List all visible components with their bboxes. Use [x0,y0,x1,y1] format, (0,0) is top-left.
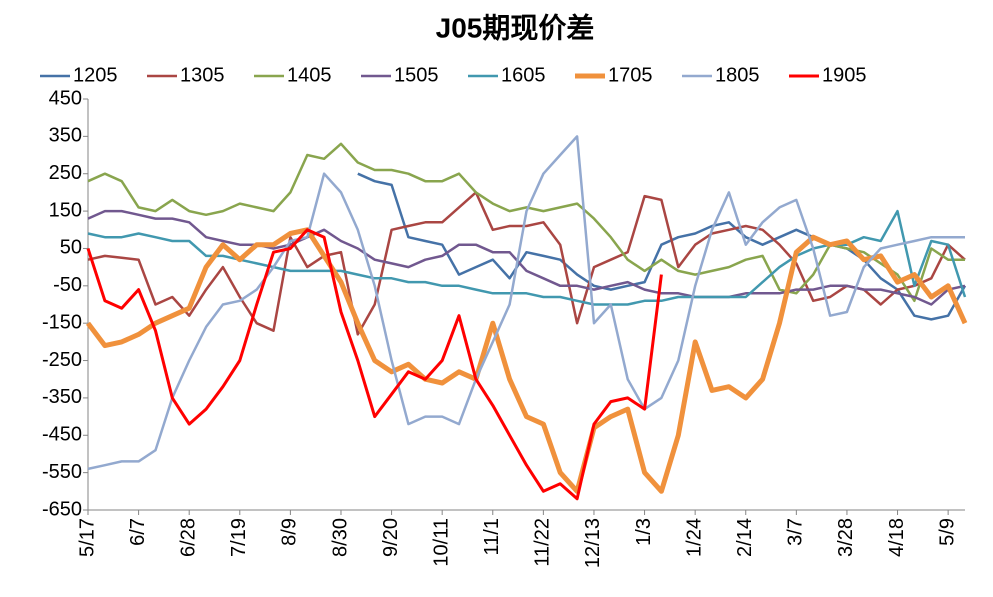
y-tick-label: -550 [42,461,82,483]
legend-label: 1405 [287,64,332,86]
x-tick-label: 1/24 [683,518,705,557]
x-tick-label: 12/13 [582,518,604,568]
series-line [87,142,965,303]
series-line [87,191,966,336]
legend-label: 1805 [715,64,760,86]
y-tick-label: -650 [42,498,82,520]
legend-label: 1705 [608,64,653,86]
x-tick-label: 1/3 [633,518,655,546]
series-line [87,209,967,306]
x-tick-label: 4/18 [886,518,908,557]
y-tick-label: -150 [42,311,82,333]
x-tick-label: 6/7 [127,518,149,546]
y-tick-label: 50 [60,237,82,259]
x-tick-label: 6/28 [177,518,199,557]
x-tick-label: 11/22 [532,518,554,567]
series-line [86,227,968,494]
y-tick-label: -250 [42,349,82,371]
x-tick-label: 10/11 [430,518,452,567]
x-tick-label: 7/19 [228,518,250,557]
y-tick-label: 350 [49,125,82,147]
y-tick-label: -50 [53,274,82,296]
legend-label: 1605 [501,64,546,86]
y-tick-label: 250 [49,162,82,184]
x-tick-label: 5/9 [936,518,958,546]
legend-label: 1505 [394,64,439,86]
series-line [87,209,966,306]
y-tick-label: 150 [49,199,82,221]
series-line [87,135,965,471]
x-tick-label: 2/14 [734,518,756,557]
y-tick-label: -450 [42,424,82,446]
x-tick-label: 5/17 [76,518,98,557]
x-tick-label: 8/30 [329,518,351,557]
legend-label: 1305 [180,64,225,86]
y-tick-label: -350 [42,386,82,408]
chart-title: J05期现价差 [436,11,595,43]
legend-label: 1905 [822,64,867,86]
x-tick-label: 9/20 [380,518,402,557]
series-line [86,228,663,501]
x-tick-label: 8/9 [279,518,301,546]
x-tick-label: 3/7 [785,518,807,546]
x-tick-label: 11/1 [481,518,503,555]
y-tick-label: 450 [49,87,82,109]
x-tick-label: 3/28 [835,518,857,557]
legend-label: 1205 [73,64,118,86]
